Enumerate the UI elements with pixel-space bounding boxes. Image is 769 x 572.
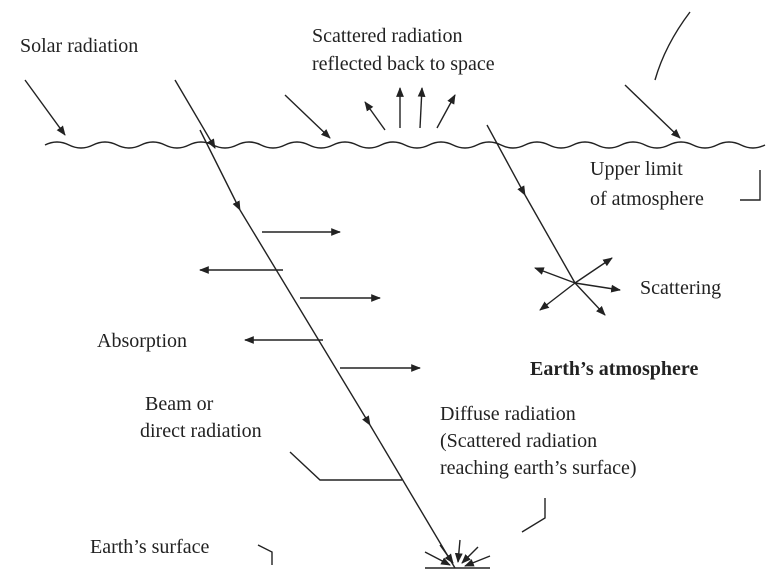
absorption: Absorption [97, 330, 187, 352]
upper-limit: of atmosphere [590, 188, 704, 210]
labels: Solar radiation Scattered radiation refl… [20, 25, 721, 558]
scattered-reflected: Scattered radiation [312, 25, 463, 47]
upper-limit: Upper limit [590, 158, 683, 180]
earths-surface: Earth’s surface [90, 536, 210, 558]
beam: direct radiation [140, 420, 262, 442]
diffuse: reaching earth’s surface) [440, 457, 637, 479]
arrows [24, 79, 681, 567]
solar-radiation: Solar radiation [20, 35, 138, 57]
scattered-reflected: reflected back to space [312, 53, 495, 75]
scattering: Scattering [640, 277, 721, 299]
beam: Beam or [145, 393, 214, 415]
shapes [24, 11, 766, 569]
diffuse: Diffuse radiation [440, 403, 576, 425]
earths-atmosphere: Earth’s atmosphere [530, 358, 698, 380]
diffuse: (Scattered radiation [440, 430, 597, 452]
atmosphere-limit [44, 141, 766, 149]
